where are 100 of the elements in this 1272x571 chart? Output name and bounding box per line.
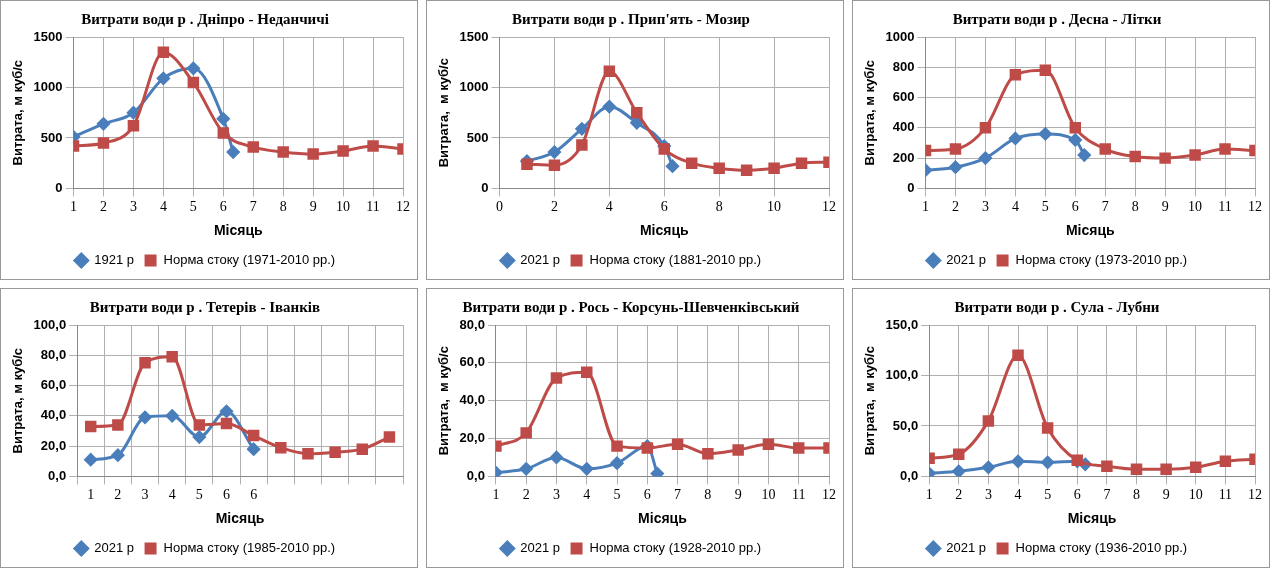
x-tick-label: 11: [1218, 199, 1232, 215]
x-axis-title: Місяць: [638, 510, 688, 527]
y-tick-label: 1000: [885, 28, 915, 44]
legend-label: 2021 р: [520, 252, 561, 268]
y-tick-label: 60,0: [459, 354, 485, 370]
y-tick-label: 600: [892, 89, 915, 105]
x-tick-label: 11: [1218, 487, 1233, 503]
x-tick-label: 5: [189, 199, 197, 215]
y-tick-label: 20,0: [40, 437, 67, 453]
y-tick-label: 0: [481, 179, 489, 195]
x-tick-label: 2: [114, 487, 122, 503]
x-tick-label: 3: [984, 487, 992, 503]
x-tick-label: 10: [1188, 199, 1203, 215]
x-tick-label: 3: [129, 199, 137, 215]
x-tick-label: 10: [761, 487, 776, 503]
y-tick-label: 0,0: [48, 467, 67, 483]
x-tick-label: 4: [1014, 487, 1022, 503]
x-axis-title: Місяць: [1067, 510, 1117, 527]
y-tick-label: 400: [892, 119, 915, 135]
x-tick-label: 9: [1162, 487, 1170, 503]
x-tick-label: 6: [219, 199, 227, 215]
legend-label: Норма стоку (1928-2010 рр.): [589, 540, 762, 556]
y-tick-label: 0,0: [466, 467, 485, 483]
legend-label: Норма стоку (1936-2010 рр.): [1015, 540, 1188, 556]
y-tick-label: 0: [907, 179, 915, 195]
x-tick-label: 8: [704, 487, 712, 503]
x-tick-label: 3: [981, 199, 989, 215]
x-tick-label: 10: [336, 199, 351, 215]
y-tick-label: 500: [466, 129, 489, 145]
legend-label: 2021 р: [946, 540, 987, 556]
legend-label: 2021 р: [520, 540, 561, 556]
legend-label: Норма стоку (1971-2010 рр.): [163, 252, 336, 268]
x-tick-label: 6: [643, 487, 651, 503]
x-tick-label: 8: [715, 199, 723, 215]
chart-title: Витрати води р . Прип'ять - Мозир: [512, 10, 750, 27]
y-tick-label: 1500: [459, 28, 489, 44]
x-tick-label: 4: [583, 487, 591, 503]
x-tick-label: 8: [1131, 199, 1139, 215]
x-tick-label: 2: [99, 199, 107, 215]
y-tick-label: 80,0: [40, 346, 67, 362]
legend-label: 2021 р: [946, 252, 987, 268]
y-tick-label: 800: [892, 58, 915, 74]
legend-label: Норма стоку (1985-2010 рр.): [163, 540, 336, 556]
x-tick-label: 6: [1071, 199, 1079, 215]
x-tick-label: 9: [1161, 199, 1169, 215]
x-tick-label: 2: [522, 487, 530, 503]
x-tick-label: 12: [822, 199, 836, 215]
y-tick-label: 1000: [33, 79, 63, 95]
chart-title: Витрати води р . Тетерів - Іванків: [89, 298, 321, 315]
x-tick-label: 12: [1248, 199, 1262, 215]
y-tick-label: 0,0: [900, 467, 919, 483]
x-tick-label: 3: [552, 487, 560, 503]
x-tick-label: 4: [159, 199, 167, 215]
x-tick-label: 5: [195, 487, 203, 503]
y-axis-title: Витрата, м куб/с: [862, 59, 878, 166]
x-tick-label: 1: [492, 487, 500, 503]
x-tick-label: 1: [87, 487, 95, 503]
y-tick-label: 100,0: [885, 367, 919, 383]
x-axis-title: Місяць: [1065, 222, 1116, 239]
y-tick-label: 80,0: [459, 316, 485, 332]
x-tick-label: 12: [1248, 487, 1262, 503]
x-tick-label: 3: [141, 487, 149, 503]
chart-title: Витрати води р . Рось - Корсунь-Шевченківський: [462, 298, 800, 315]
x-tick-label: 7: [1101, 199, 1109, 215]
x-tick-label: 10: [1188, 487, 1203, 503]
x-tick-label: 6: [1073, 487, 1081, 503]
x-tick-label: 5: [1044, 487, 1052, 503]
chart-title: Витрати води р . Десна - Літки: [952, 10, 1162, 27]
x-tick-label: 12: [822, 487, 836, 503]
y-tick-label: 100,0: [33, 316, 67, 332]
y-axis-title: Витрата, м куб/с: [436, 346, 452, 456]
x-tick-label: 8: [1133, 487, 1140, 503]
x-tick-label: 1: [925, 487, 933, 503]
chart-title: Витрати води р . Сула - Лубни: [954, 298, 1160, 315]
y-tick-label: 40,0: [40, 407, 67, 423]
x-tick-label: 1: [70, 199, 78, 215]
y-tick-label: 50,0: [892, 417, 919, 433]
y-tick-label: 1500: [33, 28, 63, 44]
x-tick-label: 5: [1041, 199, 1049, 215]
x-tick-label: 7: [249, 199, 257, 215]
legend-label: Норма стоку (1973-2010 рр.): [1015, 252, 1188, 268]
x-tick-label: 7: [674, 487, 682, 503]
x-tick-label: 4: [1011, 199, 1019, 215]
x-axis-title: Місяць: [639, 222, 690, 239]
x-tick-label: 0: [496, 199, 504, 215]
x-tick-label: 2: [550, 199, 558, 215]
x-tick-label: 4: [605, 199, 613, 215]
x-tick-label: 6: [660, 199, 668, 215]
y-tick-label: 60,0: [40, 377, 67, 393]
y-axis-title: Витрата, м куб/с: [10, 347, 26, 454]
x-axis-title: Місяць: [215, 510, 265, 527]
y-tick-label: 1000: [459, 79, 489, 95]
x-tick-label: 6: [250, 487, 258, 503]
x-tick-label: 1: [922, 199, 930, 215]
x-tick-label: 11: [791, 487, 806, 503]
x-tick-label: 12: [396, 199, 410, 215]
x-tick-label: 9: [309, 199, 317, 215]
y-tick-label: 40,0: [459, 392, 485, 408]
x-tick-label: 8: [279, 199, 287, 215]
x-tick-label: 11: [366, 199, 380, 215]
